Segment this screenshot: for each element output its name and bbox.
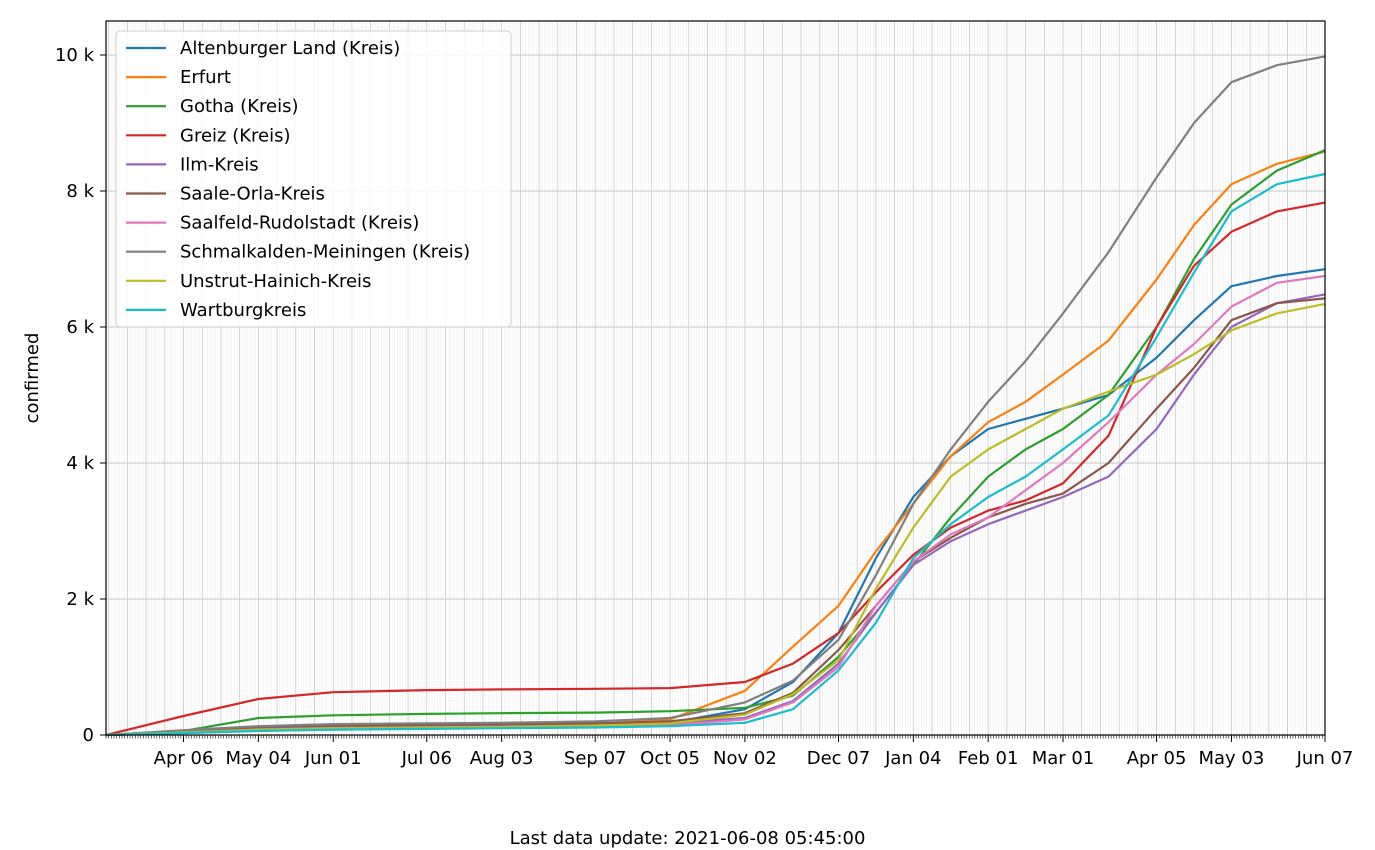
y-tick-label: 6 k	[66, 317, 94, 338]
x-tick-label: May 03	[1199, 748, 1265, 769]
x-tick-label: Feb 01	[958, 748, 1019, 769]
last-update-timestamp: 2021-06-08 05:45:00	[674, 828, 866, 849]
last-update-footer: Last data update: 2021-06-08 05:45:00	[0, 828, 1375, 849]
y-tick-label: 0	[83, 725, 94, 746]
x-tick-label: Jan 04	[884, 748, 941, 769]
legend-label: Wartburgkreis	[180, 300, 306, 321]
x-tick-label: Oct 05	[640, 748, 700, 769]
legend-label: Schmalkalden-Meiningen (Kreis)	[180, 242, 470, 263]
y-tick-label: 10 k	[55, 45, 95, 66]
x-tick-label: Dec 07	[807, 748, 870, 769]
x-tick-label: May 04	[225, 748, 291, 769]
series-line-9	[105, 302, 1326, 737]
legend-label: Ilm-Kreis	[180, 154, 259, 175]
series-layer	[105, 55, 1326, 737]
x-tick-label: Apr 05	[1127, 748, 1187, 769]
series-line-8	[105, 55, 1326, 737]
legend-label: Unstrut-Hainich-Kreis	[180, 271, 371, 292]
x-tick-label: Jun 01	[304, 748, 362, 769]
legend-label: Saale-Orla-Kreis	[180, 184, 325, 205]
x-tick-label: Jul 06	[401, 748, 452, 769]
legend-box	[115, 30, 512, 328]
x-tick-label: Sep 07	[564, 748, 627, 769]
legend: Altenburger Land (Kreis) Erfurt Gotha (Kre…	[115, 30, 512, 328]
x-tick-label: Jun 07	[1296, 748, 1354, 769]
y-tick-label: 4 k	[66, 453, 94, 474]
legend-label: Altenburger Land (Kreis)	[180, 38, 400, 59]
series-line-10	[105, 172, 1326, 737]
x-tick-label: Apr 06	[154, 748, 214, 769]
y-axis: 0 2 k 4 k 6 k 8 k 10 k	[55, 45, 106, 746]
y-tick-label: 8 k	[66, 181, 94, 202]
x-tick-label: Nov 02	[713, 748, 777, 769]
last-update-label: Last data update:	[509, 828, 669, 849]
y-tick-label: 2 k	[66, 589, 94, 610]
series-line-5	[105, 293, 1326, 737]
series-line-4	[105, 201, 1326, 737]
x-tick-label: Aug 03	[470, 748, 534, 769]
y-axis-label: confirmed	[22, 333, 43, 424]
x-tick-label: Mar 01	[1032, 748, 1095, 769]
legend-label: Erfurt	[180, 67, 231, 88]
x-axis: Apr 06 May 04 Jun 01 Jul 06 Aug 03 Sep 07 Oct …	[105, 735, 1354, 769]
legend-label: Saalfeld-Rudolstadt (Kreis)	[180, 213, 419, 234]
legend-label: Greiz (Kreis)	[180, 125, 291, 146]
legend-label: Gotha (Kreis)	[180, 96, 299, 117]
